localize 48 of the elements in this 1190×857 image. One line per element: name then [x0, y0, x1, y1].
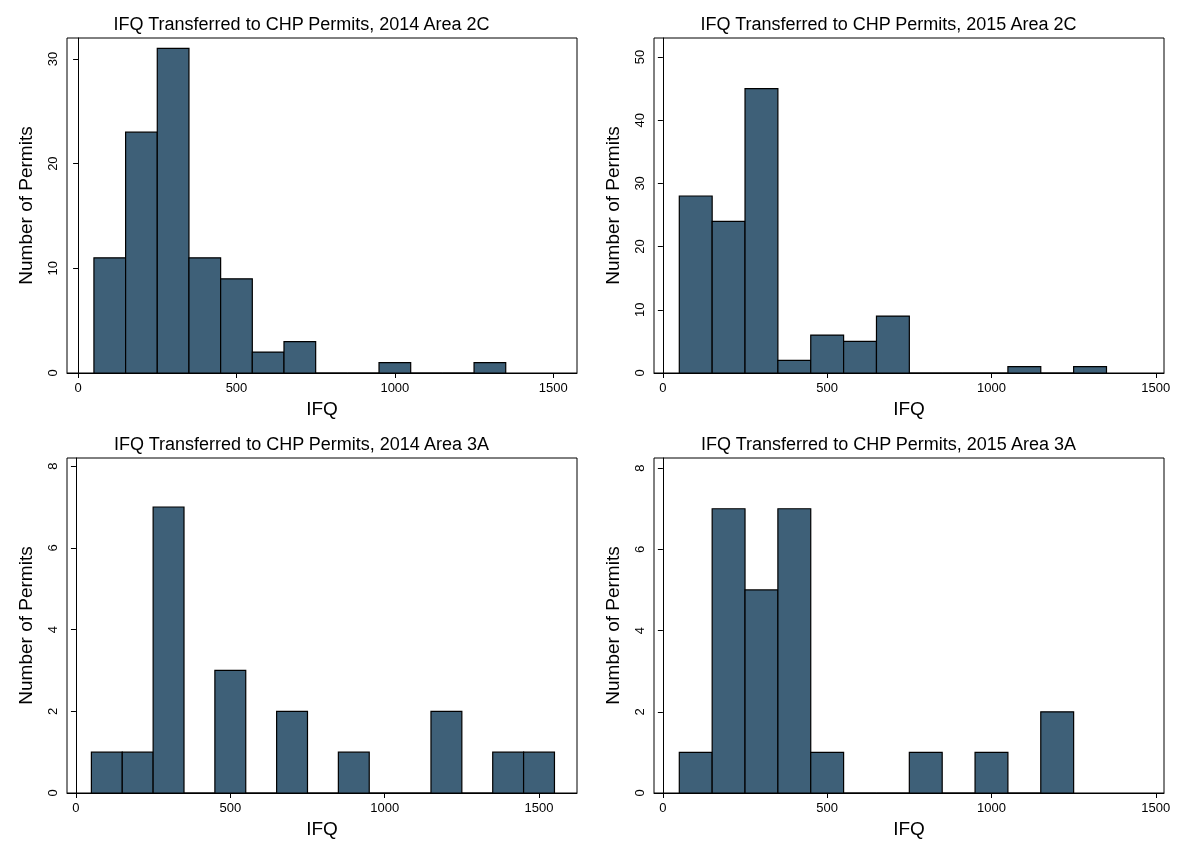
x-tick-label: 1500 [524, 800, 554, 815]
x-tick-label: 1000 [977, 380, 1006, 395]
x-tick-label: 0 [72, 800, 80, 815]
x-axis-title: IFQ [893, 398, 925, 419]
x-axis-title: IFQ [306, 818, 338, 839]
y-tick-label: 4 [632, 626, 647, 635]
y-tick-label: 20 [45, 156, 60, 171]
x-tick-label: 500 [816, 380, 839, 395]
x-axis-title: IFQ [893, 818, 925, 839]
x-tick-label: 1000 [380, 380, 410, 395]
x-tick-label: 500 [225, 380, 248, 395]
x-tick-label: 1000 [370, 800, 400, 815]
y-tick-label: 10 [45, 261, 60, 276]
x-tick-label: 0 [74, 380, 82, 395]
chart-title: IFQ Transferred to CHP Permits, 2015 Area 2C [700, 14, 1077, 34]
x-axis-title: IFQ [306, 398, 338, 419]
x-tick-label: 0 [659, 800, 667, 815]
y-tick-label: 2 [632, 708, 647, 716]
y-tick-label: 8 [45, 462, 60, 470]
y-tick-label: 4 [45, 625, 60, 634]
y-tick-label: 20 [632, 239, 647, 254]
y-tick-label: 8 [632, 464, 647, 472]
y-tick-label: 0 [632, 369, 647, 377]
x-tick-label: 1000 [977, 800, 1006, 815]
y-tick-label: 6 [45, 544, 60, 552]
y-tick-label: 6 [632, 545, 647, 553]
y-tick-label: 0 [45, 369, 60, 377]
x-tick-label: 0 [659, 380, 667, 395]
y-tick-label: 50 [632, 49, 647, 65]
chart-title: IFQ Transferred to CHP Permits, 2015 Area 3A [701, 434, 1076, 454]
y-tick-label: 40 [632, 112, 647, 128]
y-tick-label: 30 [45, 51, 60, 67]
y-axis-title: Number of Permits [15, 126, 36, 285]
y-tick-label: 0 [632, 789, 647, 797]
x-tick-label: 1500 [1141, 380, 1171, 395]
y-axis-title: Number of Permits [602, 126, 623, 285]
y-tick-label: 2 [45, 707, 60, 715]
y-axis-title: Number of Permits [602, 546, 623, 705]
chart-title: IFQ Transferred to CHP Permits, 2014 Area 3A [114, 434, 489, 454]
x-tick-label: 500 [219, 800, 242, 815]
y-tick-label: 30 [632, 176, 647, 191]
y-tick-label: 0 [45, 789, 60, 797]
x-tick-label: 1500 [1141, 800, 1171, 815]
y-tick-label: 10 [632, 302, 647, 318]
y-axis-title: Number of Permits [15, 546, 36, 705]
x-tick-label: 500 [816, 800, 839, 815]
x-tick-label: 1500 [538, 380, 568, 395]
chart-title: IFQ Transferred to CHP Permits, 2014 Area 2C [113, 14, 490, 34]
